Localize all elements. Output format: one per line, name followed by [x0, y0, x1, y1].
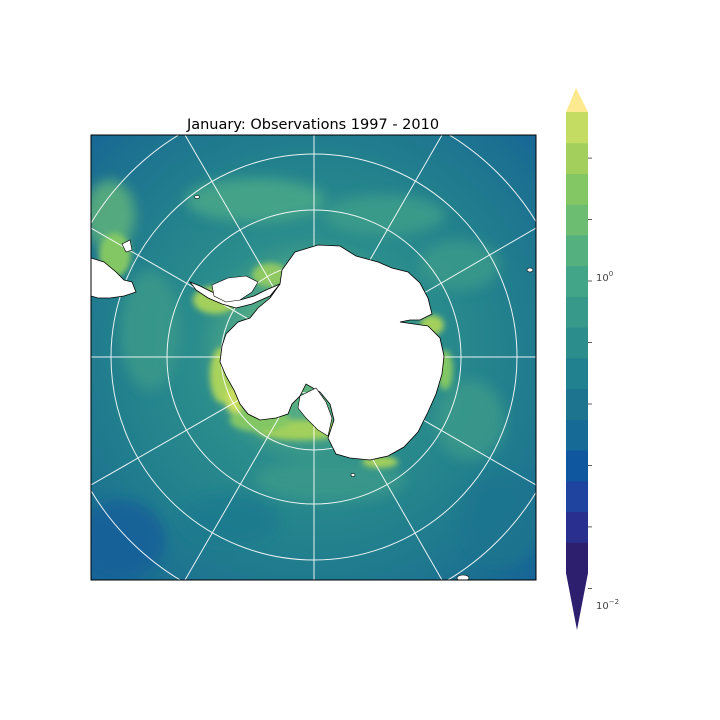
- south-america-tip: [121, 239, 133, 253]
- colorbar-band: [566, 480, 588, 513]
- colorbar-band: [566, 419, 588, 451]
- colorbar-extend-under: [566, 573, 588, 630]
- colorbar-extend-over: [566, 88, 588, 112]
- antarctica-land: [219, 244, 445, 461]
- colorbar-bands: [566, 112, 588, 574]
- map-frame: [90, 134, 537, 581]
- islands: [194, 195, 534, 580]
- colorbar-band: [566, 327, 588, 359]
- ross-ice: [297, 387, 333, 437]
- colorbar-band: [566, 173, 588, 205]
- chlorophyll-patches: [91, 178, 536, 580]
- antarctic-peninsula: [188, 281, 281, 309]
- colorbar-band: [566, 142, 588, 174]
- colorbar-band: [566, 296, 588, 328]
- colorbar-band: [566, 112, 588, 144]
- colorbar-band: [566, 511, 588, 543]
- colorbar-band: [566, 265, 588, 297]
- colorbar: 100 10−2: [566, 88, 619, 630]
- colorbar-band: [566, 204, 588, 236]
- colorbar-ticks: [588, 157, 592, 589]
- colorbar-band: [566, 234, 588, 267]
- map-title: January: Observations 1997 - 2010: [186, 117, 439, 133]
- weddell-ice: [211, 275, 259, 303]
- colorbar-band: [566, 450, 588, 482]
- colorbar-band: [566, 357, 588, 390]
- colorbar-band: [566, 388, 588, 420]
- colorbar-tick-label: 100: [596, 270, 613, 284]
- map-panel: [91, 135, 536, 580]
- colorbar-band: [566, 542, 588, 574]
- south-america-tip: [91, 257, 137, 299]
- colorbar-tick-label: 10−2: [596, 598, 619, 612]
